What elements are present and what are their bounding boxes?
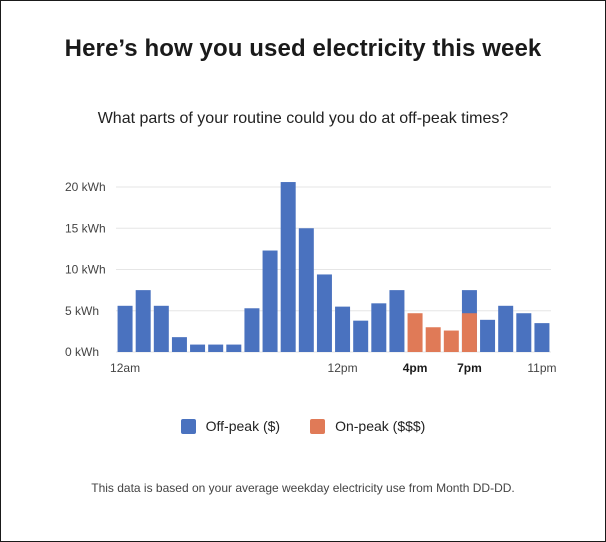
legend-label-on-peak: On-peak ($$$)	[335, 418, 426, 434]
bar-off-peak	[117, 305, 133, 352]
legend-item-off-peak: Off-peak ($)	[180, 418, 281, 434]
x-tick-label: 12pm	[328, 361, 358, 375]
x-tick-label: 11pm	[527, 361, 556, 375]
bar-off-peak	[389, 290, 405, 352]
y-tick-label: 10 kWh	[65, 263, 106, 277]
data-source-note: This data is based on your average weekd…	[91, 481, 515, 495]
x-tick-label: 4pm	[403, 361, 428, 375]
bar-off-peak	[280, 182, 296, 352]
bar-off-peak	[534, 323, 550, 352]
bar-off-peak	[226, 344, 242, 352]
bar-on-peak	[461, 313, 477, 352]
bar-off-peak	[353, 320, 369, 352]
bar-off-peak	[208, 344, 224, 352]
y-tick-label: 15 kWh	[65, 221, 106, 235]
bar-off-peak	[480, 319, 496, 352]
y-tick-label: 5 kWh	[65, 304, 99, 318]
chart-legend: Off-peak ($) On-peak ($$$)	[1, 418, 605, 434]
bar-off-peak	[262, 250, 278, 352]
bar-off-peak	[153, 305, 169, 352]
legend-swatch-on-peak	[310, 418, 326, 434]
bar-on-peak	[425, 327, 441, 352]
y-tick-label: 0 kWh	[65, 345, 99, 359]
legend-item-on-peak: On-peak ($$$)	[310, 418, 425, 434]
bar-off-peak	[516, 313, 532, 352]
page-title: Here’s how you used electricity this wee…	[64, 35, 542, 62]
bar-on-peak	[407, 313, 423, 352]
bar-off-peak	[135, 290, 151, 352]
bar-off-peak	[335, 306, 351, 352]
bar-off-peak	[298, 228, 314, 352]
bar-off-peak	[371, 303, 387, 352]
bar-on-peak	[443, 330, 459, 352]
bar-off-peak	[316, 274, 332, 352]
legend-swatch-off-peak	[180, 418, 196, 434]
bar-off-peak	[244, 308, 260, 352]
bar-off-peak	[190, 344, 206, 352]
legend-label-off-peak: Off-peak ($)	[205, 418, 281, 434]
y-tick-label: 20 kWh	[65, 180, 106, 194]
bar-off-peak	[498, 305, 514, 352]
x-tick-label: 7pm	[457, 361, 482, 375]
page-subtitle: What parts of your routine could you do …	[97, 110, 509, 127]
bar-off-peak	[171, 337, 187, 352]
x-tick-label: 12am	[110, 361, 140, 375]
usage-bar-chart: 0 kWh 5 kWh 10 kWh 15 kWh 20 kWh 12am 12pm 4pm 7…	[65, 180, 557, 375]
